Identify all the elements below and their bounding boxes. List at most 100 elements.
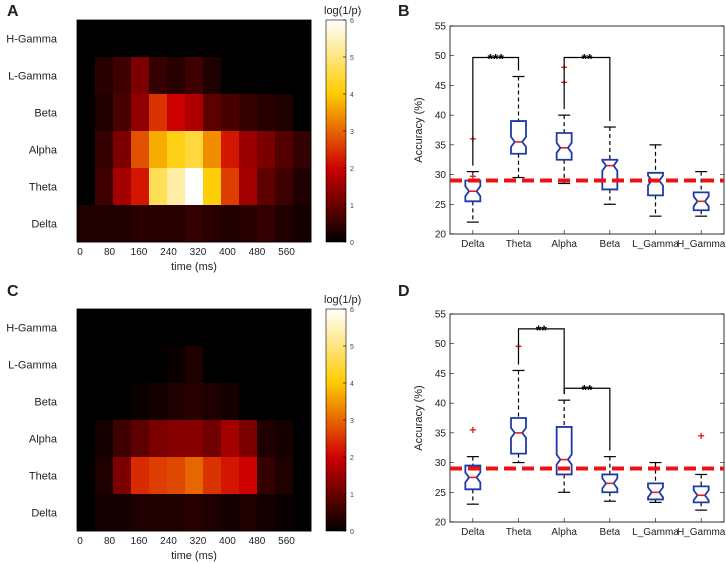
heatmap-cell xyxy=(275,346,294,384)
heatmap-cell xyxy=(185,494,204,532)
x-tick-label: 0 xyxy=(77,536,83,547)
heatmap-cell xyxy=(185,20,204,58)
heatmap-cell xyxy=(167,309,186,347)
x-tick-label: 0 xyxy=(77,247,83,258)
x-tick-label: Theta xyxy=(506,239,532,250)
heatmap-cell xyxy=(95,57,114,95)
y-tick-label: 30 xyxy=(435,458,447,469)
heatmap-cell xyxy=(149,309,168,347)
heatmap-cell xyxy=(167,494,186,532)
heatmap-cell xyxy=(239,20,258,58)
panel-label: D xyxy=(398,283,410,300)
heatmap-cell xyxy=(239,420,258,458)
y-tick-label: 50 xyxy=(435,339,447,350)
x-tick-label: 240 xyxy=(160,247,177,258)
panel-label: B xyxy=(398,3,410,20)
heatmap-cell xyxy=(149,20,168,58)
row-label: Alpha xyxy=(29,145,58,157)
significance-bracket: ** xyxy=(517,322,565,395)
heatmap-cell xyxy=(149,346,168,384)
heatmap-cell xyxy=(95,94,114,132)
heatmap-cell xyxy=(113,20,132,58)
heatmap-cell xyxy=(113,94,132,132)
heatmap-cell xyxy=(293,383,312,421)
heatmap-cell xyxy=(167,205,186,243)
heatmap-cell xyxy=(203,205,222,243)
y-tick-label: 40 xyxy=(435,399,447,410)
box-Delta: + xyxy=(464,423,482,505)
heatmap-cell xyxy=(131,20,150,58)
heatmap-cell xyxy=(167,346,186,384)
heatmap-cell xyxy=(167,457,186,495)
heatmap-cell xyxy=(221,94,240,132)
notched-box xyxy=(464,179,482,203)
colorbar-tick-label: 2 xyxy=(350,455,354,462)
heatmap-cell xyxy=(95,494,114,532)
x-tick-label: Alpha xyxy=(551,239,577,250)
row-label: Beta xyxy=(34,397,58,409)
outlier: + xyxy=(698,429,705,443)
heatmap-cell xyxy=(275,168,294,206)
x-tick-label: 560 xyxy=(278,536,295,547)
heatmap-cell xyxy=(221,57,240,95)
heatmap-cell xyxy=(185,131,204,169)
notched-box xyxy=(555,426,573,476)
heatmap-cell xyxy=(149,168,168,206)
panel-label: C xyxy=(7,283,19,300)
plot-frame xyxy=(449,313,725,523)
x-tick-label: H_Gamma xyxy=(677,239,726,250)
heatmap-cell xyxy=(77,383,96,421)
heatmap-cell xyxy=(131,94,150,132)
heatmap-cell xyxy=(221,309,240,347)
boxplot-panel-D: D 20 25 30 35 40 45 50 55 Accuracy (%) Delta Theta A… xyxy=(398,283,726,538)
heatmap-cell xyxy=(293,309,312,347)
heatmap-cell xyxy=(257,205,276,243)
colorbar-tick-label: 2 xyxy=(350,166,354,173)
heatmap-cell xyxy=(275,494,294,532)
notched-box xyxy=(692,485,710,504)
heatmap-cell xyxy=(221,131,240,169)
plot-frame xyxy=(76,308,312,532)
bracket-line xyxy=(563,56,611,122)
plot-frame xyxy=(76,19,312,243)
heatmap-cell xyxy=(293,57,312,95)
heatmap-cell xyxy=(239,309,258,347)
heatmap-cell xyxy=(167,420,186,458)
x-tick-label: L_Gamma xyxy=(632,239,679,250)
heatmap-cell xyxy=(185,420,204,458)
heatmap-cell xyxy=(113,420,132,458)
heatmap-cell xyxy=(185,205,204,243)
heatmap-cell xyxy=(275,309,294,347)
x-axis-label: time (ms) xyxy=(171,550,217,562)
y-tick-label: 25 xyxy=(435,200,447,211)
heatmap-cell xyxy=(185,94,204,132)
heatmap-cell xyxy=(275,94,294,132)
heatmap-cell xyxy=(293,346,312,384)
row-label: Delta xyxy=(31,508,58,520)
box-L_Gamma xyxy=(647,461,664,503)
y-tick-label: 35 xyxy=(435,140,447,151)
heatmap-cell xyxy=(131,309,150,347)
heatmap-cell xyxy=(275,420,294,458)
notched-box xyxy=(601,473,619,494)
notched-box xyxy=(464,464,482,491)
heatmap-cell xyxy=(275,57,294,95)
heatmap-cell xyxy=(167,94,186,132)
box-Theta xyxy=(510,75,527,179)
bracket-line xyxy=(472,56,520,166)
heatmap-cell xyxy=(167,168,186,206)
heatmap-cell xyxy=(113,309,132,347)
notched-box xyxy=(647,171,664,197)
box-Alpha xyxy=(555,399,573,493)
plot-frame xyxy=(449,25,725,235)
heatmap-cell xyxy=(257,346,276,384)
colorbar-tick-label: 0 xyxy=(350,240,354,247)
heatmap-cell xyxy=(221,20,240,58)
heatmap-cell xyxy=(95,457,114,495)
notched-box xyxy=(510,417,527,455)
heatmap-cell xyxy=(131,457,150,495)
colorbar-tick-label: 6 xyxy=(350,307,354,314)
heatmap-cell xyxy=(203,309,222,347)
bracket-line xyxy=(517,328,565,395)
